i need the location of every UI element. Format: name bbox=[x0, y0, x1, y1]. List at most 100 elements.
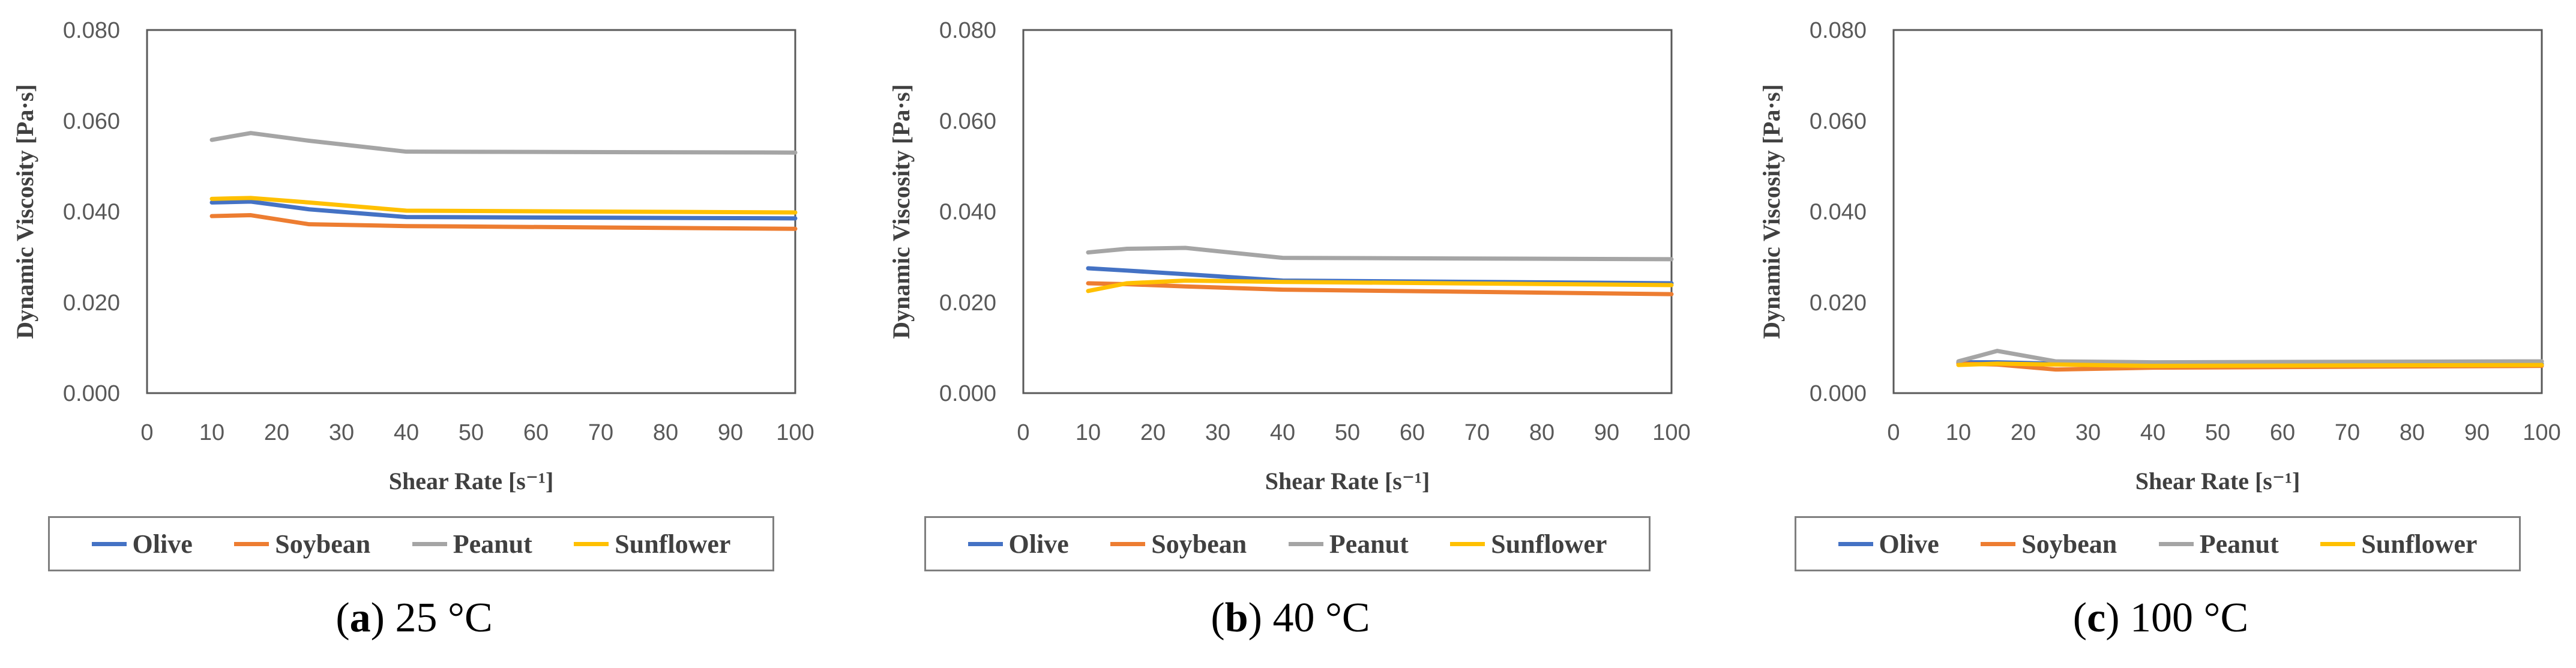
y-tick-label: 0.060 bbox=[939, 109, 996, 134]
x-tick-label: 90 bbox=[718, 420, 743, 445]
x-tick-label: 80 bbox=[653, 420, 678, 445]
legend-item-peanut: Peanut bbox=[2158, 529, 2279, 559]
y-tick-label: 0.080 bbox=[63, 18, 120, 43]
y-tick-label: 0.060 bbox=[1810, 109, 1867, 134]
x-tick-label: 100 bbox=[2523, 420, 2560, 445]
legend-swatch bbox=[968, 541, 1003, 546]
x-tick-label: 70 bbox=[2335, 420, 2360, 445]
y-axis-title: Dynamic Viscosity [Pa·s] bbox=[1758, 84, 1785, 339]
caption-letter: a bbox=[349, 595, 371, 641]
x-tick-label: 10 bbox=[1946, 420, 1971, 445]
legend-swatch bbox=[1110, 541, 1146, 546]
x-tick-label: 10 bbox=[199, 420, 224, 445]
legend-label: Sunflower bbox=[2361, 529, 2478, 559]
legend-swatch bbox=[1288, 541, 1323, 546]
x-axis-title: Shear Rate [s⁻¹] bbox=[2135, 468, 2301, 495]
x-tick-label: 20 bbox=[2011, 420, 2036, 445]
legend-item-olive: Olive bbox=[968, 529, 1069, 559]
y-tick-label: 0.040 bbox=[939, 200, 996, 225]
x-tick-label: 0 bbox=[1887, 420, 1900, 445]
x-axis-title: Shear Rate [s⁻¹] bbox=[389, 468, 554, 495]
legend-a: Olive Soybean Peanut Sunflower bbox=[48, 516, 774, 571]
y-tick-label: 0.040 bbox=[63, 200, 120, 225]
legend-swatch bbox=[91, 541, 127, 546]
x-tick-label: 50 bbox=[1335, 420, 1360, 445]
legend-item-soybean: Soybean bbox=[1110, 529, 1247, 559]
legend-label: Olive bbox=[1008, 529, 1069, 559]
legend-swatch bbox=[412, 541, 447, 546]
y-axis-title: Dynamic Viscosity [Pa·s] bbox=[11, 84, 38, 339]
legend-swatch bbox=[2320, 541, 2356, 546]
legend-swatch bbox=[1838, 541, 1873, 546]
caption-letter: c bbox=[2087, 595, 2106, 641]
caption-b: (b) 40 °C bbox=[1211, 595, 1370, 641]
y-tick-label: 0.040 bbox=[1810, 200, 1867, 225]
y-tick-label: 0.020 bbox=[1810, 290, 1867, 316]
legend-item-peanut: Peanut bbox=[412, 529, 532, 559]
legend-label: Sunflower bbox=[615, 529, 731, 559]
legend-label: Olive bbox=[132, 529, 193, 559]
legend-label: Peanut bbox=[2199, 529, 2279, 559]
x-tick-label: 0 bbox=[140, 420, 153, 445]
chart-panel-c: 0.000 0.020 0.040 0.060 0.080 0 10 20 30 40 50 60 70… bbox=[1747, 0, 2575, 668]
x-tick-label: 20 bbox=[1140, 420, 1166, 445]
x-tick-label: 60 bbox=[2270, 420, 2295, 445]
legend-label: Soybean bbox=[275, 529, 371, 559]
legend-item-sunflower: Sunflower bbox=[1450, 529, 1607, 559]
x-tick-label: 50 bbox=[459, 420, 484, 445]
y-tick-label: 0.080 bbox=[939, 18, 996, 43]
x-tick-label: 90 bbox=[1594, 420, 1619, 445]
x-tick-label: 0 bbox=[1017, 420, 1029, 445]
legend-item-soybean: Soybean bbox=[234, 529, 370, 559]
caption-text: 40 °C bbox=[1262, 595, 1370, 641]
legend-swatch bbox=[574, 541, 609, 546]
x-tick-label: 30 bbox=[329, 420, 354, 445]
y-tick-label: 0.000 bbox=[1810, 381, 1867, 406]
chart-svg-a: 0.000 0.020 0.040 0.060 0.080 0 10 20 30 40 50 60 70… bbox=[11, 18, 814, 495]
x-tick-label: 60 bbox=[1400, 420, 1425, 445]
series-line-sunflower bbox=[209, 196, 798, 215]
x-tick-label: 40 bbox=[1270, 420, 1295, 445]
legend-b: Olive Soybean Peanut Sunflower bbox=[924, 516, 1651, 571]
caption-letter: b bbox=[1224, 595, 1248, 641]
legend-swatch bbox=[2158, 541, 2194, 546]
caption-a: (a) 25 °C bbox=[336, 595, 493, 641]
caption-text: 25 °C bbox=[384, 595, 493, 641]
legend-swatch bbox=[1981, 541, 2016, 546]
y-tick-label: 0.060 bbox=[63, 109, 120, 134]
legend-label: Peanut bbox=[1329, 529, 1409, 559]
x-tick-label: 40 bbox=[394, 420, 419, 445]
legend-c: Olive Soybean Peanut Sunflower bbox=[1795, 516, 2521, 571]
legend-label: Peanut bbox=[453, 529, 532, 559]
y-tick-label: 0.020 bbox=[939, 290, 996, 316]
legend-label: Olive bbox=[1879, 529, 1939, 559]
legend-label: Soybean bbox=[1151, 529, 1247, 559]
x-tick-label: 20 bbox=[264, 420, 289, 445]
y-axis-title: Dynamic Viscosity [Pa·s] bbox=[888, 84, 915, 339]
chart-panel-b: 0.000 0.020 0.040 0.060 0.080 0 10 20 30 40 50 60 70… bbox=[876, 0, 1705, 668]
legend-swatch bbox=[234, 541, 269, 546]
x-tick-label: 80 bbox=[1529, 420, 1554, 445]
y-tick-label: 0.080 bbox=[1810, 18, 1867, 43]
x-tick-label: 30 bbox=[2075, 420, 2101, 445]
x-tick-label: 10 bbox=[1076, 420, 1101, 445]
series-line-sunflower bbox=[1086, 278, 1674, 293]
legend-item-peanut: Peanut bbox=[1288, 529, 1409, 559]
y-tick-label: 0.020 bbox=[63, 290, 120, 316]
x-tick-label: 50 bbox=[2205, 420, 2230, 445]
series-line-soybean bbox=[209, 213, 798, 231]
legend-item-sunflower: Sunflower bbox=[574, 529, 730, 559]
x-tick-label: 60 bbox=[523, 420, 549, 445]
series-line-olive bbox=[209, 199, 798, 221]
legend-label: Soybean bbox=[2021, 529, 2117, 559]
legend-item-olive: Olive bbox=[1838, 529, 1939, 559]
series-line-peanut bbox=[1086, 245, 1674, 262]
legend-item-soybean: Soybean bbox=[1981, 529, 2117, 559]
series-line-peanut bbox=[209, 131, 798, 155]
x-tick-label: 100 bbox=[776, 420, 814, 445]
caption-c: (c) 100 °C bbox=[2072, 595, 2249, 641]
legend-item-olive: Olive bbox=[91, 529, 193, 559]
x-axis-title: Shear Rate [s⁻¹] bbox=[1265, 468, 1430, 495]
y-tick-label: 0.000 bbox=[63, 381, 120, 406]
plot-area-frame bbox=[1892, 29, 2543, 394]
